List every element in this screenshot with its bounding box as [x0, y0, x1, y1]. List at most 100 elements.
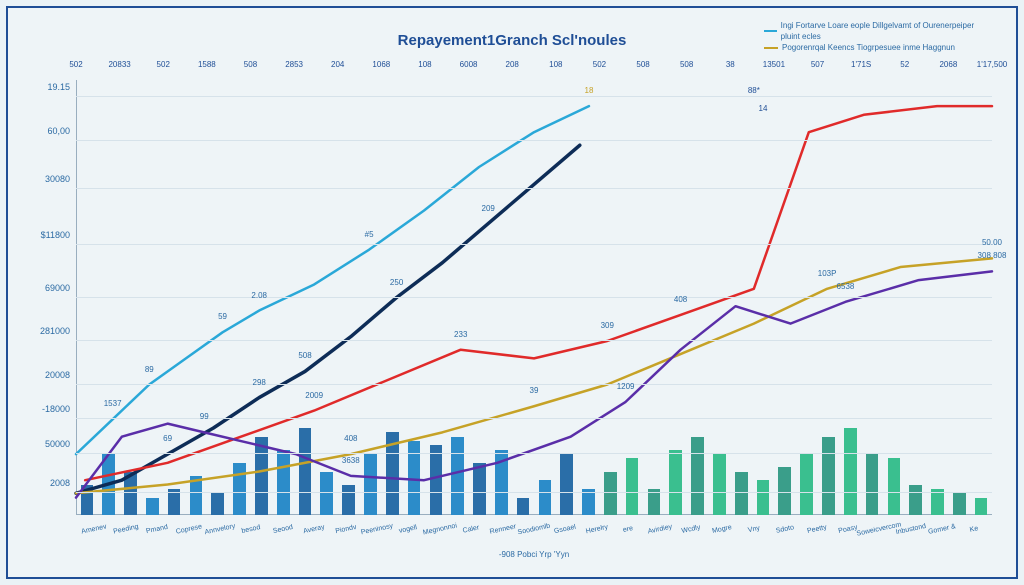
series-line: [76, 145, 580, 493]
top-tick-label: 502: [157, 60, 170, 69]
point-label: 103P: [818, 269, 837, 278]
top-tick-label: 508: [680, 60, 693, 69]
top-tick-label: 1'17,500: [977, 60, 1007, 69]
x-tick-label: Coprese: [175, 523, 202, 535]
x-tick-label: Renneer: [489, 523, 517, 535]
annotation: 14: [759, 104, 768, 113]
x-tick-label: Gsoael: [554, 524, 577, 535]
point-label: 1537: [104, 400, 122, 409]
legend: Ingi Fortarve Loare eople Dillgelvamt of…: [764, 20, 994, 53]
plot-area: -908 Pobci Yrp 'Yyn 200850000-1800020008…: [76, 80, 992, 515]
chart-frame: Repayement1Granch Scl'noules Ingi Fortar…: [6, 6, 1018, 579]
point-label: 309: [601, 321, 614, 330]
point-label: 2.08: [251, 291, 267, 300]
gridline: [76, 418, 992, 419]
top-tick-label: 507: [811, 60, 824, 69]
point-label: 69: [163, 434, 172, 443]
legend-swatch: [764, 47, 778, 49]
legend-label: Pogorenrqal Keencs Tiogrpesuee inme Hagg…: [782, 42, 955, 53]
legend-label: Ingi Fortarve Loare eople Dillgelvamt of…: [781, 20, 994, 42]
point-label: 50.00: [982, 239, 1002, 248]
y-tick-label: 19.15: [20, 82, 70, 92]
x-tick-label: Amenev: [81, 523, 108, 535]
top-tick-label: 2068: [939, 60, 957, 69]
y-tick-label: $11800: [20, 230, 70, 240]
top-tick-label: 1588: [198, 60, 216, 69]
top-tick-label: 108: [418, 60, 431, 69]
point-label: 39: [530, 386, 539, 395]
point-label: 250: [390, 278, 403, 287]
y-tick-label: 50000: [20, 439, 70, 449]
annotation: 18: [585, 86, 594, 95]
point-label: 59: [218, 313, 227, 322]
top-tick-label: 38: [726, 60, 735, 69]
x-tick-label: Vny: [747, 525, 760, 534]
point-label: 6538: [837, 282, 855, 291]
top-tick-label: 2853: [285, 60, 303, 69]
x-tick-label: Herelry: [585, 524, 609, 536]
legend-item: Pogorenrqal Keencs Tiogrpesuee inme Hagg…: [764, 42, 994, 53]
annotation: 88*: [748, 86, 760, 95]
x-tick-label: Peeding: [112, 523, 139, 535]
point-label: 408: [674, 295, 687, 304]
top-tick-label: 1068: [372, 60, 390, 69]
x-tick-label: Averay: [303, 524, 326, 535]
x-tick-label: Poasy: [838, 524, 858, 535]
x-tick-label: Megnonnoi: [422, 522, 457, 536]
top-tick-label: 20833: [108, 60, 130, 69]
gridline: [76, 244, 992, 245]
point-label: 508: [298, 352, 311, 361]
x-tick-label: Seood: [272, 524, 293, 535]
top-tick-label: 108: [549, 60, 562, 69]
point-label: 99: [200, 413, 209, 422]
y-tick-label: 60,00: [20, 126, 70, 136]
point-label: 3638: [342, 456, 360, 465]
top-tick-label: 208: [506, 60, 519, 69]
x-tick-label: Ke: [969, 525, 979, 534]
x-tick-label: Peeninosy: [360, 523, 393, 537]
top-tick-label: 204: [331, 60, 344, 69]
x-tick-label: vogell: [399, 524, 418, 535]
x-axis-label: -908 Pobci Yrp 'Yyn: [76, 550, 992, 559]
top-tick-label: 502: [69, 60, 82, 69]
gridline: [76, 96, 992, 97]
x-tick-label: Gomer &: [928, 523, 957, 536]
x-tick-label: Sdoto: [776, 524, 795, 535]
gridline: [76, 340, 992, 341]
point-label: 308 808: [978, 252, 1007, 261]
gridline: [76, 453, 992, 454]
x-tick-label: Avirdiey: [647, 524, 673, 536]
gridline: [76, 384, 992, 385]
top-tick-label: 52: [900, 60, 909, 69]
x-tick-label: Piondv: [334, 524, 356, 535]
point-label: #5: [365, 230, 374, 239]
point-label: 233: [454, 330, 467, 339]
top-tick-label: 1'71S: [851, 60, 871, 69]
point-label: 89: [145, 365, 154, 374]
point-label: 2009: [305, 391, 323, 400]
series-line: [76, 258, 992, 493]
gridline: [76, 140, 992, 141]
point-label: 209: [482, 204, 495, 213]
y-tick-label: 30080: [20, 174, 70, 184]
top-tick-label: 508: [244, 60, 257, 69]
top-tick-label: 508: [636, 60, 649, 69]
series-line: [76, 271, 992, 497]
point-label: 408: [344, 434, 357, 443]
y-tick-label: -18000: [20, 404, 70, 414]
x-tick-label: Wcdly: [681, 524, 701, 535]
top-tick-label: 13501: [763, 60, 785, 69]
point-label: 1209: [617, 382, 635, 391]
x-tick-label: Pmand: [146, 524, 169, 535]
top-tick-label: 6008: [460, 60, 478, 69]
x-tick-label: Soodiomlb: [517, 523, 551, 537]
x-tick-label: besod: [241, 524, 261, 535]
y-tick-label: 281000: [20, 326, 70, 336]
x-tick-label: Caler: [462, 524, 480, 534]
x-tick-label: Annvelory: [204, 523, 236, 536]
x-tick-label: ere: [623, 525, 634, 534]
legend-swatch: [764, 30, 777, 32]
x-tick-label: Mogre: [712, 524, 733, 535]
gridline: [76, 188, 992, 189]
gridline: [76, 492, 992, 493]
